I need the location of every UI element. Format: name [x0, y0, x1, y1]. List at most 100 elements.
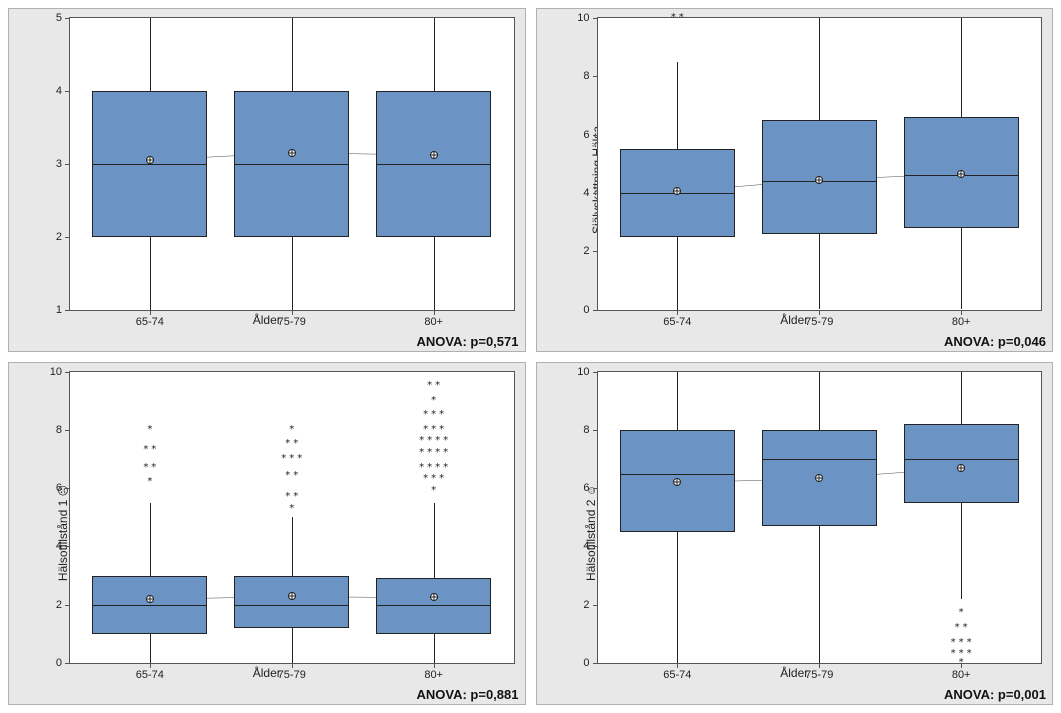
- outlier: *: [431, 425, 437, 435]
- outlier: *: [427, 436, 433, 446]
- y-tick: [593, 18, 598, 19]
- y-tick: [593, 546, 598, 547]
- outlier: *: [443, 463, 449, 473]
- y-tick-label: 8: [583, 70, 589, 82]
- outlier: *: [423, 474, 429, 484]
- y-tick-label: 8: [583, 424, 589, 436]
- y-tick: [65, 310, 70, 311]
- whisker: [434, 18, 435, 91]
- outlier: *: [958, 638, 964, 648]
- outlier: *: [289, 454, 295, 464]
- whisker: [819, 234, 820, 310]
- mean-marker: [673, 478, 681, 486]
- outlier: *: [143, 463, 149, 473]
- plot-area: 0246810**65-7475-7980+: [597, 17, 1043, 311]
- y-tick-label: 0: [583, 657, 589, 669]
- y-tick-label: 8: [56, 424, 62, 436]
- outlier: *: [435, 448, 441, 458]
- mean-marker: [815, 474, 823, 482]
- boxplot-panel-bl: Hälsotillstånd 1 ☹0246810******65-74****…: [8, 362, 526, 706]
- y-tick: [65, 605, 70, 606]
- y-tick-label: 10: [577, 12, 589, 24]
- x-tick-label: 75-79: [278, 316, 306, 328]
- median-line: [234, 164, 349, 165]
- outlier: *: [151, 463, 157, 473]
- x-tick-label: 65-74: [136, 316, 164, 328]
- outlier: *: [427, 463, 433, 473]
- x-axis-label: Ålder: [780, 313, 808, 327]
- x-tick: [819, 663, 820, 668]
- plot-area: 024681065-7475-79**********80+: [597, 371, 1043, 665]
- x-tick: [150, 310, 151, 315]
- x-axis-label: Ålder: [253, 666, 281, 680]
- whisker: [292, 18, 293, 91]
- anova-text: ANOVA: p=0,046: [944, 334, 1046, 349]
- whisker: [150, 634, 151, 663]
- boxplot-panel-tr: Självskattning Hälsa0246810**65-7475-798…: [536, 8, 1054, 352]
- x-tick-label: 65-74: [663, 316, 691, 328]
- x-tick-label: 80+: [424, 316, 443, 328]
- outlier: *: [958, 608, 964, 618]
- x-tick: [677, 310, 678, 315]
- outlier: *: [297, 454, 303, 464]
- mean-marker: [146, 595, 154, 603]
- box: [376, 578, 491, 633]
- y-tick: [593, 76, 598, 77]
- whisker: [150, 503, 151, 576]
- y-axis-label: Hälsotillstånd 2 ☺: [583, 485, 597, 581]
- y-tick-label: 2: [583, 599, 589, 611]
- y-tick-label: 4: [583, 187, 589, 199]
- whisker: [677, 532, 678, 663]
- outlier: *: [289, 504, 295, 514]
- mean-marker: [430, 593, 438, 601]
- y-tick-label: 0: [583, 304, 589, 316]
- outlier: *: [419, 463, 425, 473]
- outlier: *: [285, 439, 291, 449]
- whisker: [150, 18, 151, 91]
- mean-marker: [957, 170, 965, 178]
- outlier: *: [954, 623, 960, 633]
- y-tick: [593, 310, 598, 311]
- outlier: *: [439, 474, 445, 484]
- whisker: [819, 18, 820, 120]
- x-tick: [292, 310, 293, 315]
- x-tick-label: 80+: [424, 669, 443, 681]
- whisker: [819, 372, 820, 430]
- outlier: *: [950, 649, 956, 659]
- plot-area: 1234565-7475-7980+: [69, 17, 515, 311]
- y-tick: [593, 605, 598, 606]
- whisker: [292, 628, 293, 663]
- box: [234, 576, 349, 628]
- y-tick-label: 2: [583, 245, 589, 257]
- y-tick: [593, 135, 598, 136]
- outlier: *: [285, 471, 291, 481]
- whisker: [434, 237, 435, 310]
- x-tick: [819, 310, 820, 315]
- whisker: [961, 372, 962, 424]
- outlier: *: [443, 448, 449, 458]
- outlier: *: [435, 381, 441, 391]
- whisker: [961, 228, 962, 310]
- outlier: *: [419, 436, 425, 446]
- outlier: *: [147, 425, 153, 435]
- outlier: *: [431, 410, 437, 420]
- y-tick-label: 6: [583, 129, 589, 141]
- y-tick: [65, 546, 70, 547]
- y-tick-label: 3: [56, 158, 62, 170]
- whisker: [434, 634, 435, 663]
- median-line: [234, 605, 349, 606]
- outlier: *: [293, 439, 299, 449]
- whisker: [961, 18, 962, 117]
- outlier: *: [439, 425, 445, 435]
- chart-grid: Relativa svar (C) - Hälsa1234565-7475-79…: [0, 0, 1061, 713]
- outlier: *: [419, 448, 425, 458]
- y-axis-label: Hälsotillstånd 1 ☹: [56, 485, 70, 581]
- outlier: *: [431, 396, 437, 406]
- outlier: *: [443, 436, 449, 446]
- y-tick: [65, 663, 70, 664]
- mean-marker: [288, 149, 296, 157]
- y-tick: [593, 488, 598, 489]
- y-tick: [593, 430, 598, 431]
- boxplot-panel-br: Hälsotillstånd 2 ☺024681065-7475-79*****…: [536, 362, 1054, 706]
- x-tick: [150, 663, 151, 668]
